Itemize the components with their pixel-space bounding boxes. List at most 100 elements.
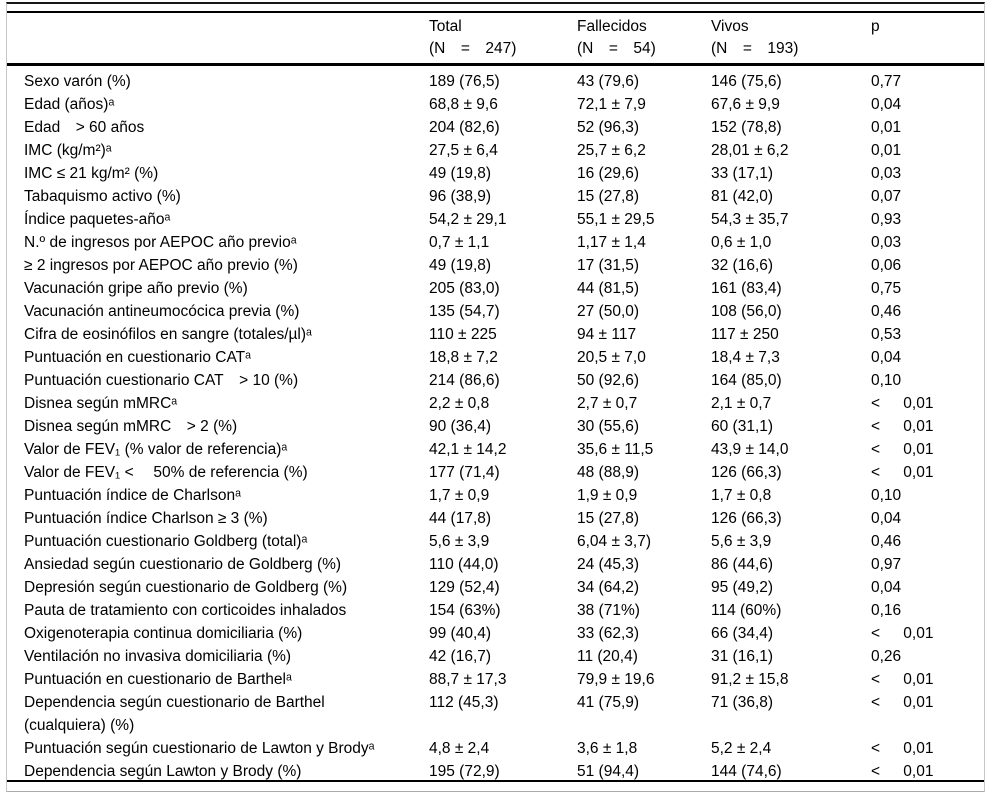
cell-total: 4,8 ± 2,4 [429,740,490,757]
table-row: N.º de ingresos por AEPOC año previoᵃ 0,7… [7,231,984,254]
cell-vivos: 161 (83,4) [711,280,782,297]
cell-vivos: 1,7 ± 0,8 [711,487,772,504]
header-col-total: Total (N = 247) [429,13,577,66]
cell-fallecidos: 27 (50,0) [577,303,640,320]
table-row: IMC ≤ 21 kg/m² (%) 49 (19,8) 16 (29,6) 33 (… [7,162,984,185]
cell-vivos: 31 (16,1) [711,648,774,665]
table-row: Puntuación en cuestionario de Barthelᵃ 88… [7,668,984,691]
row-label: Ventilación no invasiva domiciliaria (%) [24,648,292,665]
cell-fallecidos: 2,7 ± 0,7 [577,395,638,412]
table-row: Ventilación no invasiva domiciliaria (%)… [7,645,984,668]
header-col-fallecidos: Fallecidos (N = 54) [577,13,711,66]
row-label: Disnea según mMRC > 2 (%) [24,418,238,435]
table-row: Edad (años)ᵃ 68,8 ± 9,6 72,1 ± 7,9 67,6 ± 9… [7,93,984,116]
header-vivos-label: Vivos [711,18,749,35]
table-row: Índice paquetes-añoᵃ 54,2 ± 29,1 55,1 ± 29… [7,208,984,231]
cell-total: 189 (76,5) [429,73,500,90]
cell-fallecidos: 30 (55,6) [577,418,640,435]
table-row: Puntuación cuestionario CAT > 10 (%) 214 … [7,369,984,392]
cell-fallecidos: 20,5 ± 7,0 [577,349,646,366]
header-empty-cell [7,13,429,66]
row-label: Dependencia según Lawton y Brody (%) [24,763,302,780]
cell-total: 2,2 ± 0,8 [429,395,490,412]
cell-fallecidos: 34 (64,2) [577,579,640,596]
row-label: Valor de FEV₁ (% valor de referencia)ᵃ [24,441,288,458]
row-label: Valor de FEV₁ < 50% de referencia (%) [24,464,308,481]
cell-vivos: 164 (85,0) [711,372,782,389]
row-label: Sexo varón (%) [24,73,131,90]
cell-p: 0,04 [871,349,902,366]
cell-fallecidos: 50 (92,6) [577,372,640,389]
row-label: Vacunación antineumocócica previa (%) [24,303,300,320]
table-row: Depresión según cuestionario de Goldberg… [7,576,984,599]
cell-p: < 0,01 [871,464,934,481]
cell-total: 112 (45,3) [429,694,499,711]
row-label: IMC ≤ 21 kg/m² (%) [24,165,159,182]
cell-total: 42 (16,7) [429,648,492,665]
table-row: Valor de FEV₁ (% valor de referencia)ᵃ 42… [7,438,984,461]
cell-p: < 0,01 [871,763,934,780]
cell-vivos: 95 (49,2) [711,579,774,596]
cell-vivos: 32 (16,6) [711,257,774,274]
cell-fallecidos: 15 (27,8) [577,510,640,527]
cell-total: 96 (38,9) [429,188,492,205]
table-row: Puntuación cuestionario Goldberg (total)… [7,530,984,553]
header-col-p: p [871,13,984,66]
table-row: Disnea según mMRC > 2 (%) 90 (36,4) 30 (55… [7,415,984,438]
cell-p: < 0,01 [871,441,934,458]
cell-total: 129 (52,4) [429,579,500,596]
cell-fallecidos: 3,6 ± 1,8 [577,740,638,757]
cell-fallecidos: 51 (94,4) [577,763,640,780]
table-rule-frame: Total (N = 247) Fallecidos (N = 54) Vivo… [7,11,984,782]
cell-total: 99 (40,4) [429,625,492,642]
cell-total: 42,1 ± 14,2 [429,441,507,458]
cell-total: 18,8 ± 7,2 [429,349,498,366]
cell-vivos: 5,2 ± 2,4 [711,740,772,757]
cell-fallecidos: 1,17 ± 1,4 [577,234,646,251]
cell-total: 90 (36,4) [429,418,492,435]
table-row: ≥ 2 ingresos por AEPOC año previo (%) 49 … [7,254,984,277]
cell-p: < 0,01 [871,671,934,688]
row-label: Puntuación cuestionario Goldberg (total)… [24,533,308,550]
row-label: Puntuación según cuestionario de Lawton … [24,740,375,757]
table-row: Ansiedad según cuestionario de Goldberg … [7,553,984,576]
cell-p: < 0,01 [871,740,934,757]
cell-p: 0,04 [871,96,902,113]
cell-vivos: 71 (36,8) [711,694,774,711]
cell-fallecidos: 25,7 ± 6,2 [577,142,646,159]
cell-fallecidos: 43 (79,6) [577,73,640,90]
cell-total: 154 (63%) [429,602,501,619]
cell-p: 0,10 [871,372,902,389]
table-row: Pauta de tratamiento con corticoides inh… [7,599,984,622]
row-label: Puntuación índice de Charlsonᵃ [24,487,241,504]
row-label: Pauta de tratamiento con corticoides inh… [24,602,347,619]
table-row: Cifra de eosinófilos en sangre (totales/… [7,323,984,346]
row-label: Cifra de eosinófilos en sangre (totales/… [24,326,312,343]
table-row: Puntuación según cuestionario de Lawton … [7,737,984,760]
cell-p: 0,01 [871,119,902,136]
table-row: Tabaquismo activo (%) 96 (38,9) 15 (27,8) 8… [7,185,984,208]
table-row: Oxigenoterapia continua domiciliaria (%)… [7,622,984,645]
cell-fallecidos: 94 ± 117 [577,326,637,343]
cell-total: 110 ± 225 [429,326,497,343]
cell-total: 5,6 ± 3,9 [429,533,490,550]
header-col-vivos: Vivos (N = 193) [711,13,871,66]
cell-vivos: 144 (74,6) [711,763,782,780]
cell-vivos: 81 (42,0) [711,188,774,205]
cell-total: 54,2 ± 29,1 [429,211,507,228]
cell-p: 0,77 [871,73,902,90]
table-row: Vacunación gripe año previo (%) 205 (83,0… [7,277,984,300]
cell-total: 110 (44,0) [429,556,499,573]
cell-total: 68,8 ± 9,6 [429,96,498,113]
table-row: Puntuación índice Charlson ≥ 3 (%) 44 (17… [7,507,984,530]
cell-p: 0,75 [871,280,902,297]
row-label: Puntuación en cuestionario de Barthelᵃ [24,671,292,688]
row-label: Depresión según cuestionario de Goldberg… [24,579,348,596]
cell-fallecidos: 35,6 ± 11,5 [577,441,654,458]
cell-vivos: 43,9 ± 14,0 [711,441,789,458]
table-row: Vacunación antineumocócica previa (%) 135… [7,300,984,323]
cell-total: 49 (19,8) [429,165,492,182]
header-vivos-n: (N = 193) [711,40,799,57]
cell-p: 0,04 [871,579,902,596]
header-row: Total (N = 247) Fallecidos (N = 54) Vivo… [7,13,984,66]
